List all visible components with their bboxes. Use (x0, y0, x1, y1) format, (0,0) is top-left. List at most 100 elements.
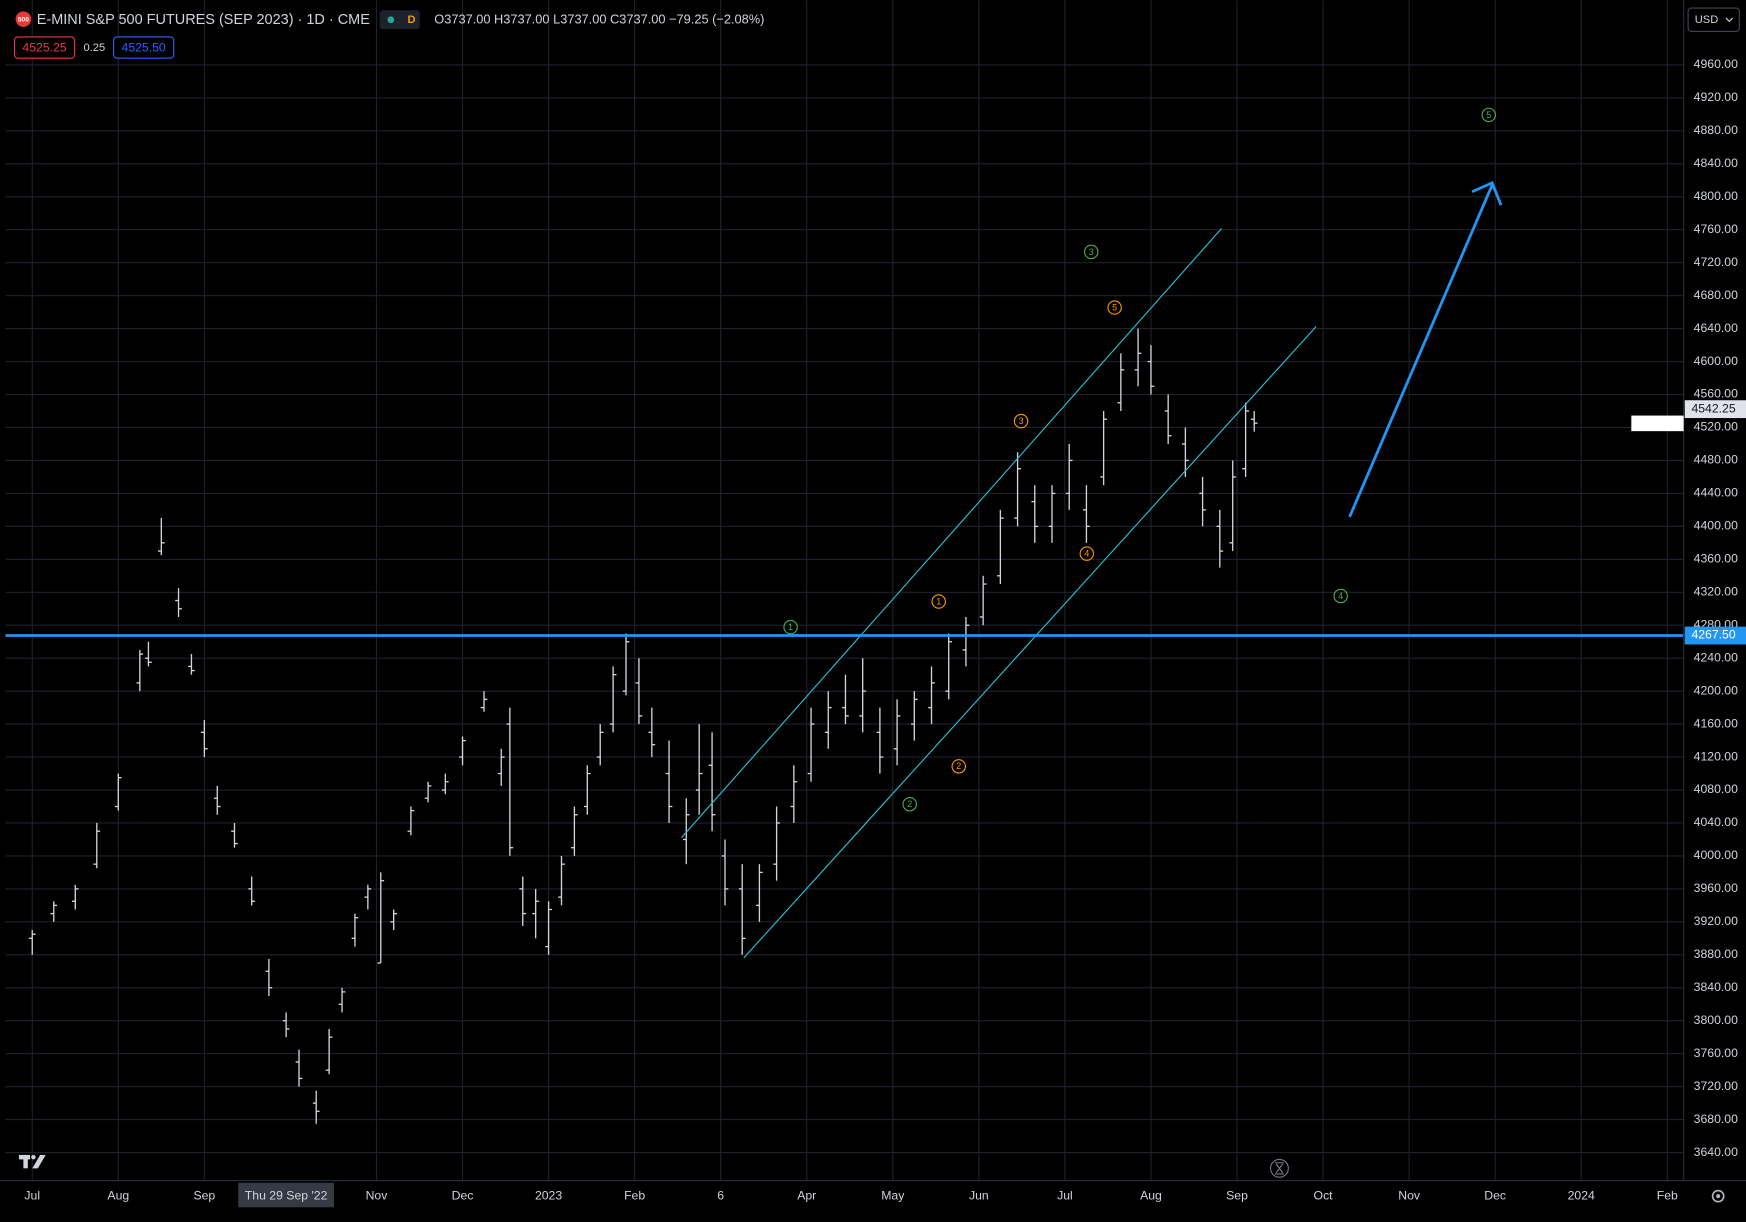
settings-icon[interactable] (1711, 1189, 1725, 1203)
y-tick-label: 3840.00 (1694, 980, 1738, 994)
bars (28, 328, 1258, 1124)
y-tick-label: 4080.00 (1694, 782, 1738, 796)
x-tick-label: Feb (624, 1188, 645, 1202)
wave-marker (1107, 300, 1122, 315)
wave-label: 5 (1112, 302, 1117, 312)
y-tick-label: 4360.00 (1694, 552, 1738, 566)
y-tick-label: 4880.00 (1694, 123, 1738, 137)
x-tick-label: Oct (1314, 1188, 1334, 1202)
x-tick-label: Apr (797, 1188, 816, 1202)
wave-marker (902, 796, 917, 812)
x-tick-label: Sep (193, 1188, 215, 1202)
wave-marker (1481, 107, 1497, 123)
y-tick-label: 3800.00 (1694, 1013, 1738, 1027)
wave-label: 3 (1019, 416, 1024, 426)
channel-lower[interactable] (743, 326, 1317, 959)
y-tick-label: 3880.00 (1694, 947, 1738, 961)
logo-text: 500 (18, 16, 29, 23)
y-tick-label: 3640.00 (1694, 1145, 1738, 1159)
x-tick-label: May (881, 1188, 905, 1202)
wave-marker (1333, 588, 1348, 604)
y-tick-label: 3680.00 (1694, 1112, 1738, 1126)
x-tick-label: Nov (366, 1188, 389, 1202)
axes: 3640.00 3680.00 3720.00 3760.00 3800.00 3840.… (24, 57, 1746, 1208)
flag: D (408, 14, 416, 26)
y-tick-label: 4720.00 (1694, 255, 1738, 269)
bid: 4525.25 (22, 40, 66, 54)
hidden-tag (1631, 415, 1684, 432)
crosshair-tag (238, 1182, 334, 1208)
logo (15, 11, 32, 27)
crosshair-label: Thu 29 Sep '22 (245, 1188, 328, 1202)
y-tick-label: 3720.00 (1694, 1079, 1738, 1093)
y-tick-label: 4960.00 (1694, 57, 1738, 71)
wave-marker (1013, 413, 1029, 429)
x-tick-label: Jun (969, 1188, 989, 1202)
y-tick-label: 4600.00 (1694, 354, 1738, 368)
wave-marker (783, 619, 798, 635)
ask-box[interactable] (113, 36, 175, 59)
y-tick-label: 4200.00 (1694, 683, 1738, 697)
x-tick-label: Aug (107, 1188, 129, 1202)
ohlc-legend: O3737.00 H3737.00 L3737.00 C3737.00 −79.… (434, 12, 764, 27)
y-tick-label: 4520.00 (1694, 420, 1738, 434)
spread: 0.25 (84, 42, 106, 54)
currency-caret (1725, 17, 1734, 23)
y-tick-label: 4480.00 (1694, 453, 1738, 467)
y-tick-label: 4120.00 (1694, 749, 1738, 763)
replay-icon[interactable] (1269, 1158, 1289, 1178)
wave-marker (951, 759, 966, 774)
wave-marker (931, 594, 946, 609)
y-tick-label: 4440.00 (1694, 486, 1738, 500)
y-tick-label: 4640.00 (1694, 321, 1738, 335)
y-tick-label: 4240.00 (1694, 650, 1738, 664)
wave-label: 2 (956, 761, 961, 771)
wave-label: 1 (788, 622, 793, 632)
y-tick-label: 4920.00 (1694, 90, 1738, 104)
grid (5, 0, 1684, 1181)
x-tick-label: 2024 (1568, 1188, 1595, 1202)
wave-marker (1079, 546, 1095, 561)
x-tick-label: Nov (1398, 1188, 1421, 1202)
wave-label: 4 (1338, 591, 1343, 601)
x-tick-label: Dec (452, 1188, 474, 1202)
wave-label: 1 (936, 596, 941, 606)
tv-logo (18, 1154, 46, 1169)
wave-label: 5 (1486, 110, 1491, 120)
symbol-title[interactable]: E-MINI S&P 500 FUTURES (SEP 2023) · 1D ·… (37, 12, 370, 28)
hline-price-tag (1684, 626, 1746, 645)
y-tick-label: 4160.00 (1694, 716, 1738, 730)
y-tick-label: 4840.00 (1694, 156, 1738, 170)
wave-marker (1084, 244, 1099, 260)
channel-upper[interactable] (681, 228, 1222, 838)
y-tick-label: 4760.00 (1694, 222, 1738, 236)
y-tick-label: 3760.00 (1694, 1046, 1738, 1060)
last-price-label: 4542.25 (1691, 401, 1735, 415)
y-tick-label: 4400.00 (1694, 519, 1738, 533)
hline-price-label: 4267.50 (1691, 628, 1735, 642)
currency: USD (1695, 14, 1719, 26)
bid-box[interactable] (13, 36, 76, 59)
x-tick-label: Jul (1057, 1188, 1073, 1202)
market-dot (387, 16, 395, 24)
y-tick-label: 3920.00 (1694, 914, 1738, 928)
y-tick-label: 3960.00 (1694, 881, 1738, 895)
wave-label: 2 (907, 799, 912, 809)
x-tick-label: Sep (1226, 1188, 1248, 1202)
y-tick-label: 4800.00 (1694, 189, 1738, 203)
y-tick-label: 4560.00 (1694, 387, 1738, 401)
ask: 4525.50 (122, 40, 166, 54)
x-tick-label: 2023 (535, 1188, 562, 1202)
last-price-tag (1684, 400, 1746, 419)
x-tick-label: Dec (1484, 1188, 1506, 1202)
x-tick-label: Feb (1657, 1188, 1678, 1202)
wave-label: 4 (1084, 549, 1089, 559)
currency-box[interactable] (1687, 7, 1740, 32)
wave-label: 3 (1089, 247, 1094, 257)
forecast-arrow[interactable] (1348, 180, 1503, 518)
x-tick-label: Aug (1140, 1188, 1162, 1202)
overlay: 1 2 3 4 5 1 2 3 4 5 (5, 107, 1684, 812)
